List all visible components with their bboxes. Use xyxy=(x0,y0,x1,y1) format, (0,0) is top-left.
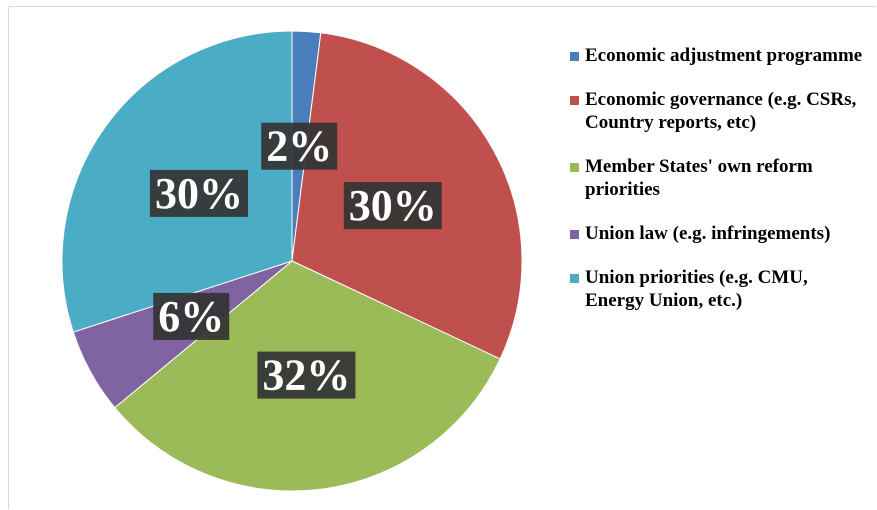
data-label-box xyxy=(261,122,338,170)
data-label: 30% xyxy=(149,169,248,218)
data-label: 6% xyxy=(153,292,230,341)
legend-label: Economic governance (e.g. CSRs, Country … xyxy=(585,89,857,133)
legend-entry: Member States' own reform priorities xyxy=(570,155,870,201)
data-label-text: 30% xyxy=(349,181,437,230)
data-label-box xyxy=(149,169,248,217)
legend: Economic adjustment programme Economic go… xyxy=(570,44,870,333)
chart-frame xyxy=(8,6,876,509)
legend-entry: Economic governance (e.g. CSRs, Country … xyxy=(570,88,870,134)
legend-swatch xyxy=(570,274,579,283)
data-label: 32% xyxy=(257,351,356,400)
data-label-box xyxy=(153,292,230,340)
data-label: 2% xyxy=(261,122,338,171)
data-label-text: 32% xyxy=(262,351,350,400)
data-label-text: 2% xyxy=(266,122,332,171)
legend-swatch xyxy=(570,230,579,239)
data-label-text: 6% xyxy=(158,292,224,341)
legend-label: Union priorities (e.g. CMU, Energy Union… xyxy=(585,267,808,311)
data-label: 30% xyxy=(343,181,442,230)
legend-entry: Economic adjustment programme xyxy=(570,44,870,67)
data-label-box xyxy=(343,182,442,230)
data-label-text: 30% xyxy=(155,169,243,218)
legend-label: Economic adjustment programme xyxy=(585,45,863,66)
legend-swatch xyxy=(570,163,579,172)
legend-swatch xyxy=(570,52,579,61)
legend-label: Member States' own reform priorities xyxy=(585,156,813,200)
legend-swatch xyxy=(570,96,579,105)
data-label-box xyxy=(257,351,356,399)
legend-entry: Union law (e.g. infringements) xyxy=(570,222,870,245)
legend-entry: Union priorities (e.g. CMU, Energy Union… xyxy=(570,266,870,312)
legend-label: Union law (e.g. infringements) xyxy=(585,223,831,244)
